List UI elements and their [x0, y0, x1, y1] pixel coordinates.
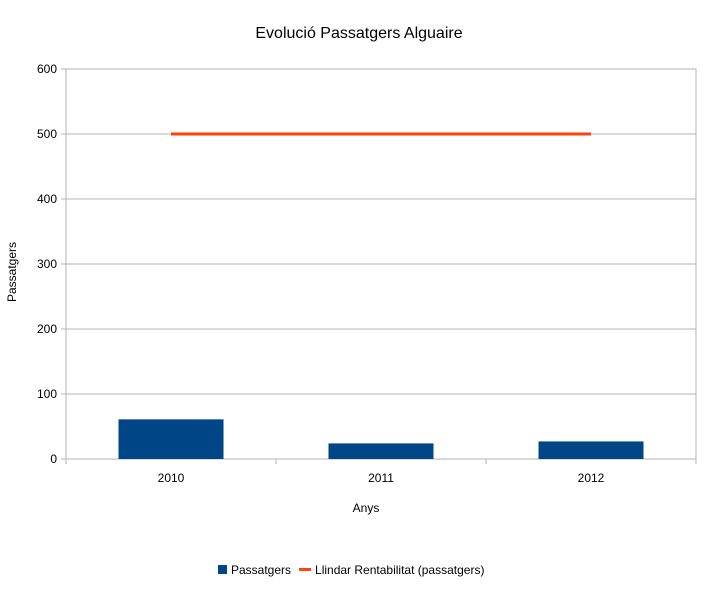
legend-label: Passatgers [231, 563, 291, 577]
bar-2012 [538, 441, 644, 459]
x-tick-label: 2012 [578, 471, 605, 485]
bars [118, 419, 644, 459]
y-tick-label: 100 [37, 387, 57, 401]
bar-2010 [118, 419, 224, 459]
legend-label: Llindar Rentabilitat (passatgers) [315, 563, 484, 577]
axis-ticks: 0 100 200 300 400 500 600 2010 2011 2012 [37, 62, 697, 485]
x-tick-label: 2011 [368, 471, 394, 485]
legend-swatch-passatgers [218, 565, 227, 574]
y-tick-label: 0 [50, 452, 57, 466]
y-tick-label: 500 [37, 127, 57, 141]
y-tick-label: 400 [37, 192, 57, 206]
grid-lines [65, 68, 697, 460]
bar-2011 [328, 443, 434, 459]
y-tick-label: 600 [37, 62, 57, 76]
legend: Passatgers Llindar Rentabilitat (passatge… [218, 563, 484, 577]
y-axis-label: Passatgers [5, 242, 19, 302]
y-tick-label: 300 [37, 257, 57, 271]
x-axis-label: Anys [353, 501, 380, 515]
chart-title: Evolució Passatgers Alguaire [255, 25, 462, 42]
y-tick-label: 200 [37, 322, 57, 336]
x-tick-label: 2010 [158, 471, 185, 485]
